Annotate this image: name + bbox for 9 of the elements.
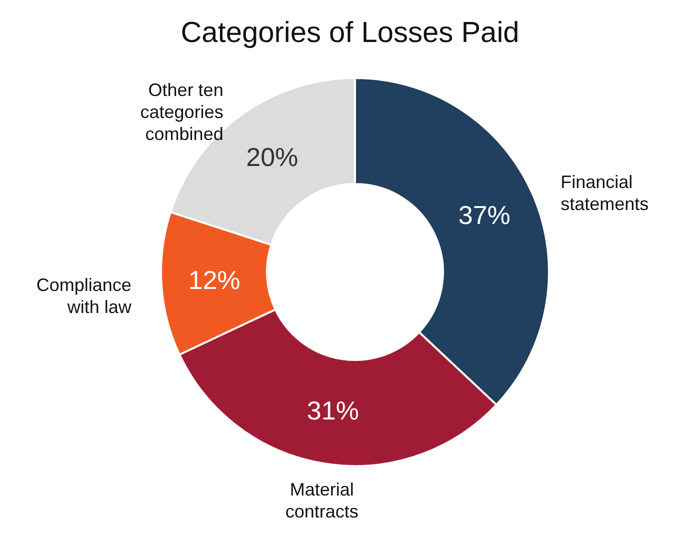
chart-title: Categories of Losses Paid [180, 17, 520, 49]
data-label: 37% [458, 200, 510, 230]
slice-label: Other ten categories combined [140, 80, 224, 144]
data-label: 31% [306, 395, 359, 426]
slice-label: Compliance with law [36, 275, 132, 318]
data-label: 12% [188, 264, 240, 295]
slice-label: Financial statements [560, 172, 649, 214]
slice-label: Material contracts [285, 479, 358, 522]
data-label: 20% [246, 142, 298, 172]
